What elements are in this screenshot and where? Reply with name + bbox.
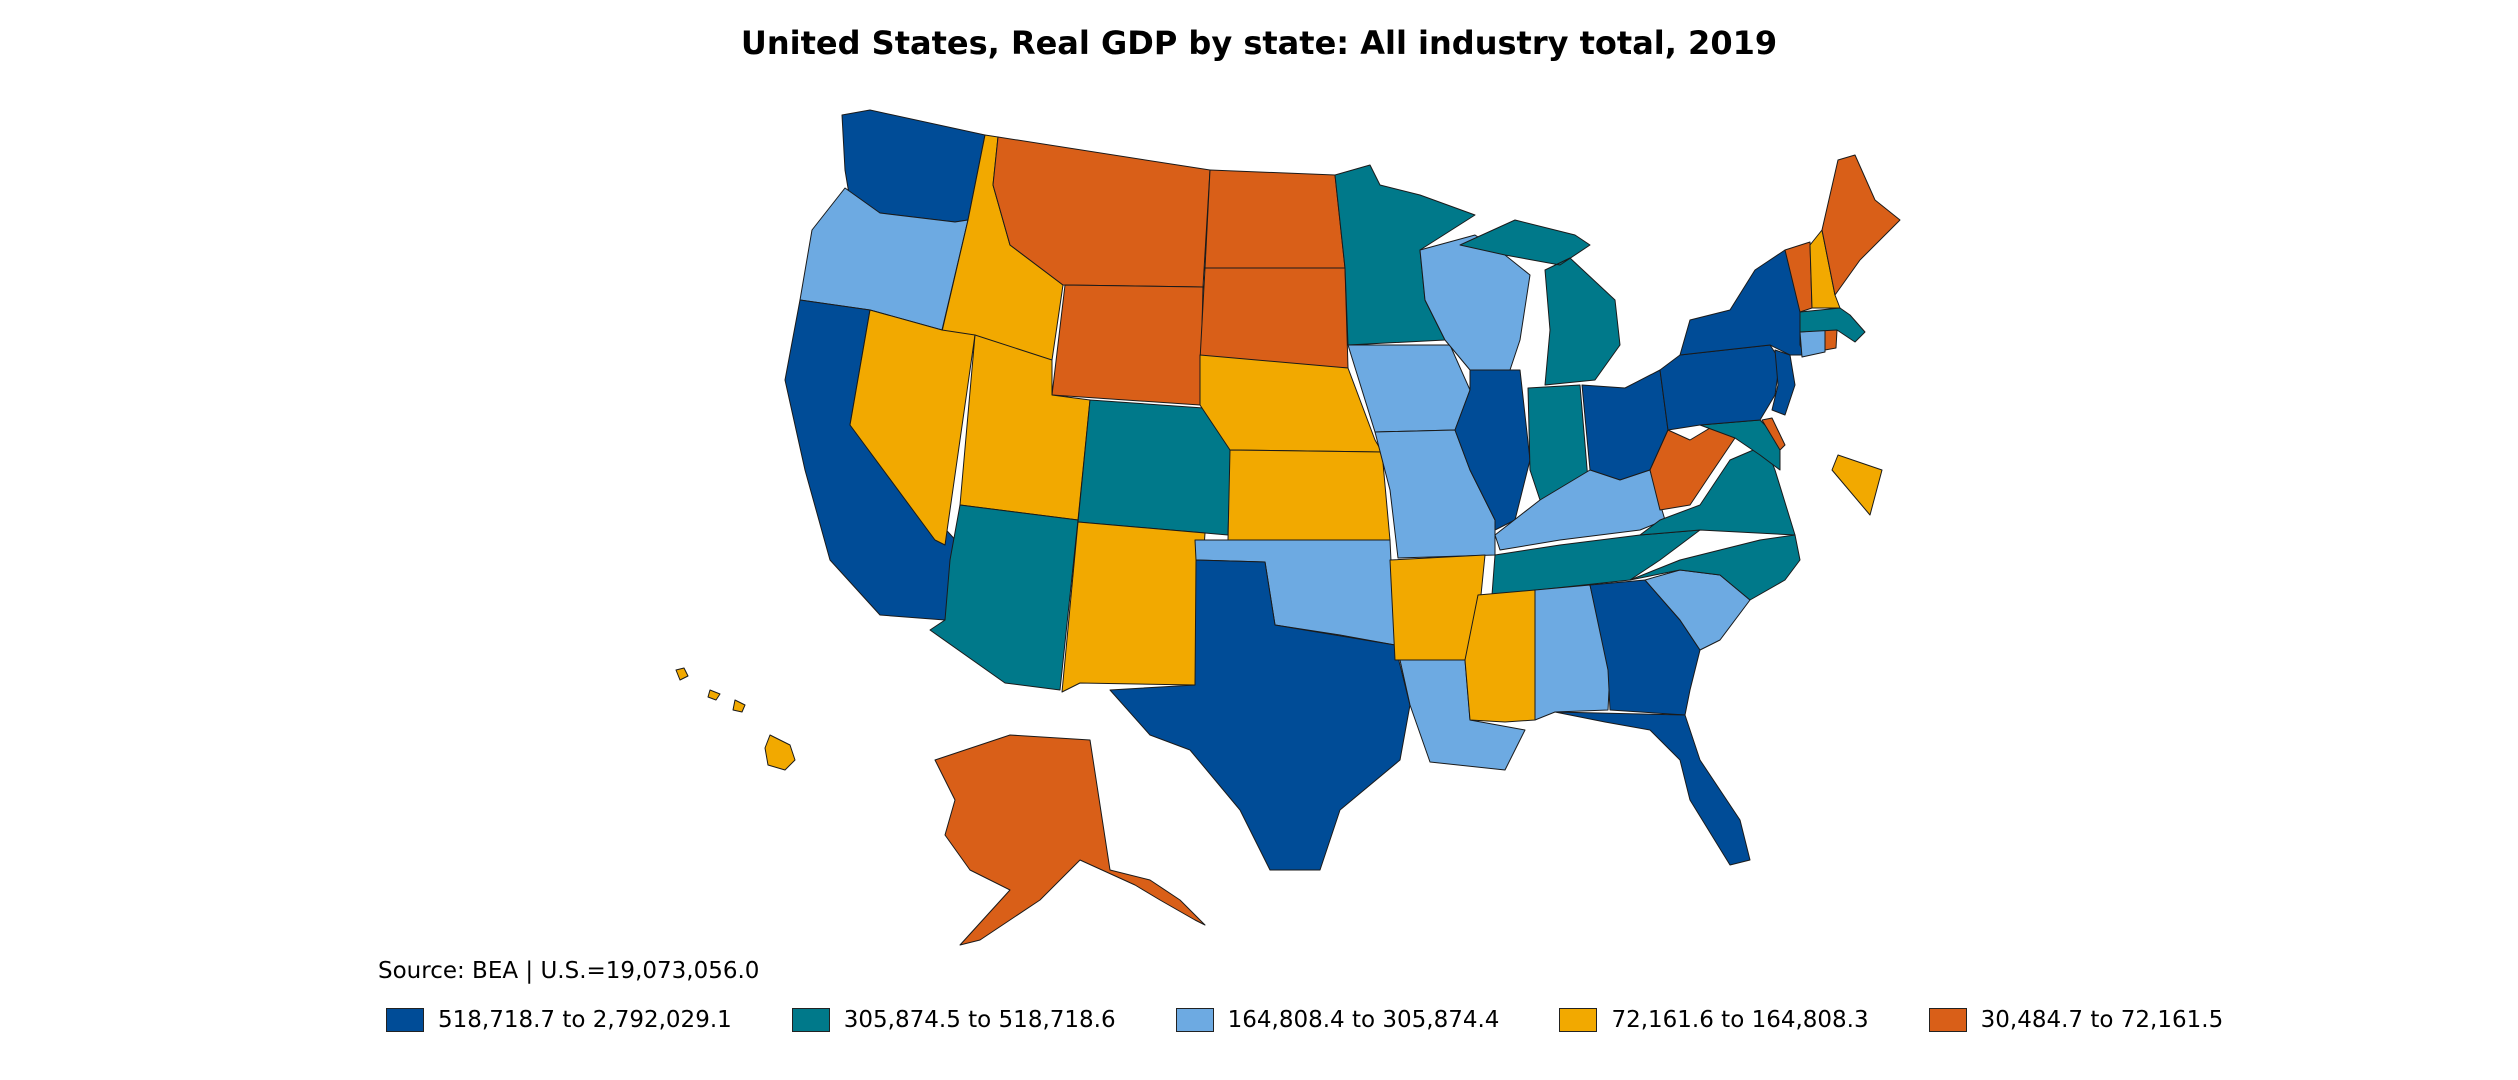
state-hawaii[interactable]: Hawaii [675,667,796,771]
state-nevada[interactable]: Nevada [849,309,976,546]
state-mississippi[interactable]: Mississippi [1464,589,1536,723]
legend-item-bin-3: 164,808.4 to 305,874.4 [1175,1007,1500,1033]
source-note: Source: BEA | U.S.=19,073,056.0 [378,958,760,984]
state-north-carolina[interactable]: North Carolina [1629,534,1801,601]
state-new-mexico[interactable]: New Mexico [1061,521,1206,693]
legend-label: 305,874.5 to 518,718.6 [843,1007,1116,1033]
legend-label: 72,161.6 to 164,808.3 [1611,1007,1869,1033]
legend: 518,718.7 to 2,792,029.1 305,874.5 to 51… [386,1007,2283,1033]
state-north-dakota[interactable]: North Dakota [1204,169,1346,269]
state-maine[interactable]: Maine [1821,154,1901,296]
legend-label: 30,484.7 to 72,161.5 [1980,1007,2224,1033]
legend-swatch [386,1008,424,1032]
legend-label: 518,718.7 to 2,792,029.1 [438,1007,732,1033]
state-illinois[interactable]: Illinois [1454,369,1531,531]
legend-swatch [791,1008,830,1032]
state-colorado[interactable]: Colorado [1077,399,1233,536]
state-district-of-columbia[interactable]: District of Columbia [1831,454,1883,516]
state-new-hampshire[interactable]: New Hampshire [1809,229,1841,309]
state-south-dakota[interactable]: South Dakota [1199,267,1349,369]
legend-swatch [1928,1008,1967,1032]
legend-swatch [1175,1008,1214,1032]
legend-item-bin-5: 30,484.7 to 72,161.5 [1928,1007,2224,1033]
state-new-york[interactable]: New York [1679,249,1806,356]
state-pennsylvania[interactable]: Pennsylvania [1659,344,1781,431]
state-delaware[interactable]: Delaware [1761,417,1786,451]
legend-label: 164,808.4 to 305,874.4 [1227,1007,1500,1033]
legend-swatch [1559,1008,1598,1032]
state-texas[interactable]: Texas [1109,559,1411,871]
state-kansas[interactable]: Kansas [1227,449,1391,541]
state-michigan[interactable]: Michigan [1459,219,1621,386]
legend-item-bin-2: 305,874.5 to 518,718.6 [791,1007,1116,1033]
state-wyoming[interactable]: Wyoming [1051,284,1204,406]
state-alaska[interactable]: Alaska [934,734,1206,946]
legend-item-bin-1: 518,718.7 to 2,792,029.1 [386,1007,732,1033]
map-title: United States, Real GDP by state: All in… [740,24,1778,62]
state-arizona[interactable]: Arizona [929,504,1079,691]
state-connecticut[interactable]: Connecticut [1799,329,1826,358]
legend-item-bin-4: 72,161.6 to 164,808.3 [1559,1007,1869,1033]
state-rhode-island[interactable]: Rhode Island [1824,329,1838,351]
state-massachusetts[interactable]: Massachusetts [1799,307,1866,343]
state-florida[interactable]: Florida [1554,711,1751,866]
state-nebraska[interactable]: Nebraska [1199,354,1383,453]
